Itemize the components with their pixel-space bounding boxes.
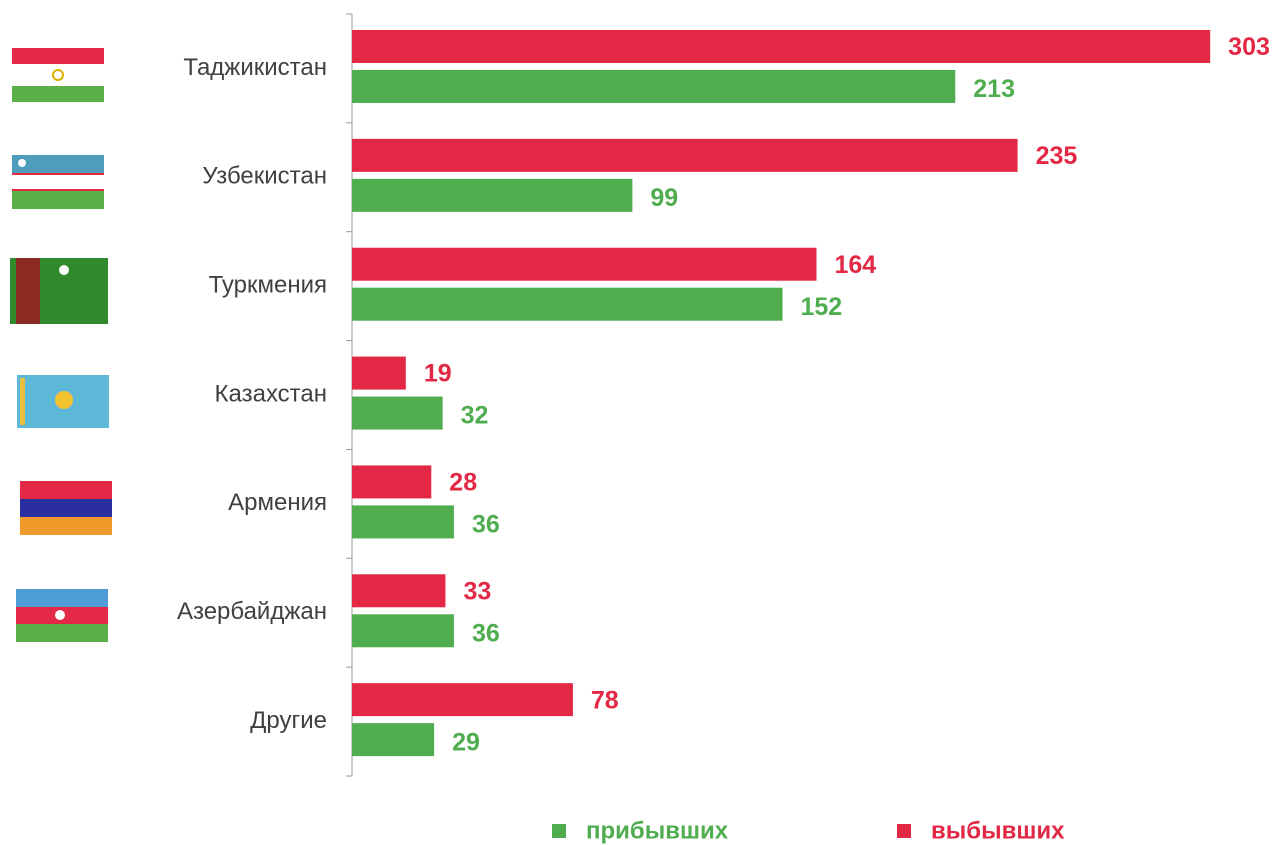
value-label: 152 <box>801 293 843 321</box>
flag-kazakhstan <box>17 375 109 428</box>
bar <box>352 683 573 716</box>
value-label: 36 <box>472 619 500 647</box>
value-label: 33 <box>463 577 491 605</box>
flag-armenia <box>20 481 112 535</box>
value-label: 213 <box>973 75 1015 103</box>
value-label: 235 <box>1036 142 1078 170</box>
category-label: Таджикистан <box>183 54 327 81</box>
bar <box>352 288 783 321</box>
category-label: Казахстан <box>215 380 327 407</box>
bar <box>352 505 454 538</box>
chart: Таджикистан 213 303 Узбекистан 99 235 Туркмени… <box>0 0 1281 845</box>
legend-label: выбывших <box>931 817 1065 844</box>
category-label: Армения <box>228 489 327 516</box>
bar <box>352 614 454 647</box>
bar <box>352 248 816 281</box>
flag-uzbekistan <box>12 155 104 209</box>
category-label: Узбекистан <box>202 163 327 190</box>
value-label: 29 <box>452 728 480 756</box>
value-label: 32 <box>461 402 489 430</box>
bar <box>352 574 445 607</box>
flag-turkmenistan <box>10 258 108 324</box>
value-label: 78 <box>591 686 619 714</box>
flag-tajikistan <box>12 48 104 102</box>
legend-label: прибывших <box>586 817 729 844</box>
bar <box>352 179 632 212</box>
value-label: 164 <box>834 251 876 279</box>
value-label: 28 <box>449 469 477 497</box>
bar <box>352 465 431 498</box>
value-label: 19 <box>424 360 452 388</box>
bar <box>352 357 406 390</box>
category-label: Азербайджан <box>177 598 327 625</box>
legend-swatch <box>552 824 566 838</box>
category-label: Туркмения <box>209 271 327 298</box>
legend-swatch <box>897 824 911 838</box>
value-label: 36 <box>472 511 500 539</box>
bar <box>352 30 1210 63</box>
flag-azerbaijan <box>16 589 108 642</box>
bar <box>352 70 955 103</box>
value-label: 99 <box>650 184 678 212</box>
bar <box>352 139 1018 172</box>
flags <box>10 48 112 642</box>
value-label: 303 <box>1228 33 1270 61</box>
bar <box>352 723 434 756</box>
bar <box>352 397 443 430</box>
category-label: Другие <box>250 707 327 734</box>
